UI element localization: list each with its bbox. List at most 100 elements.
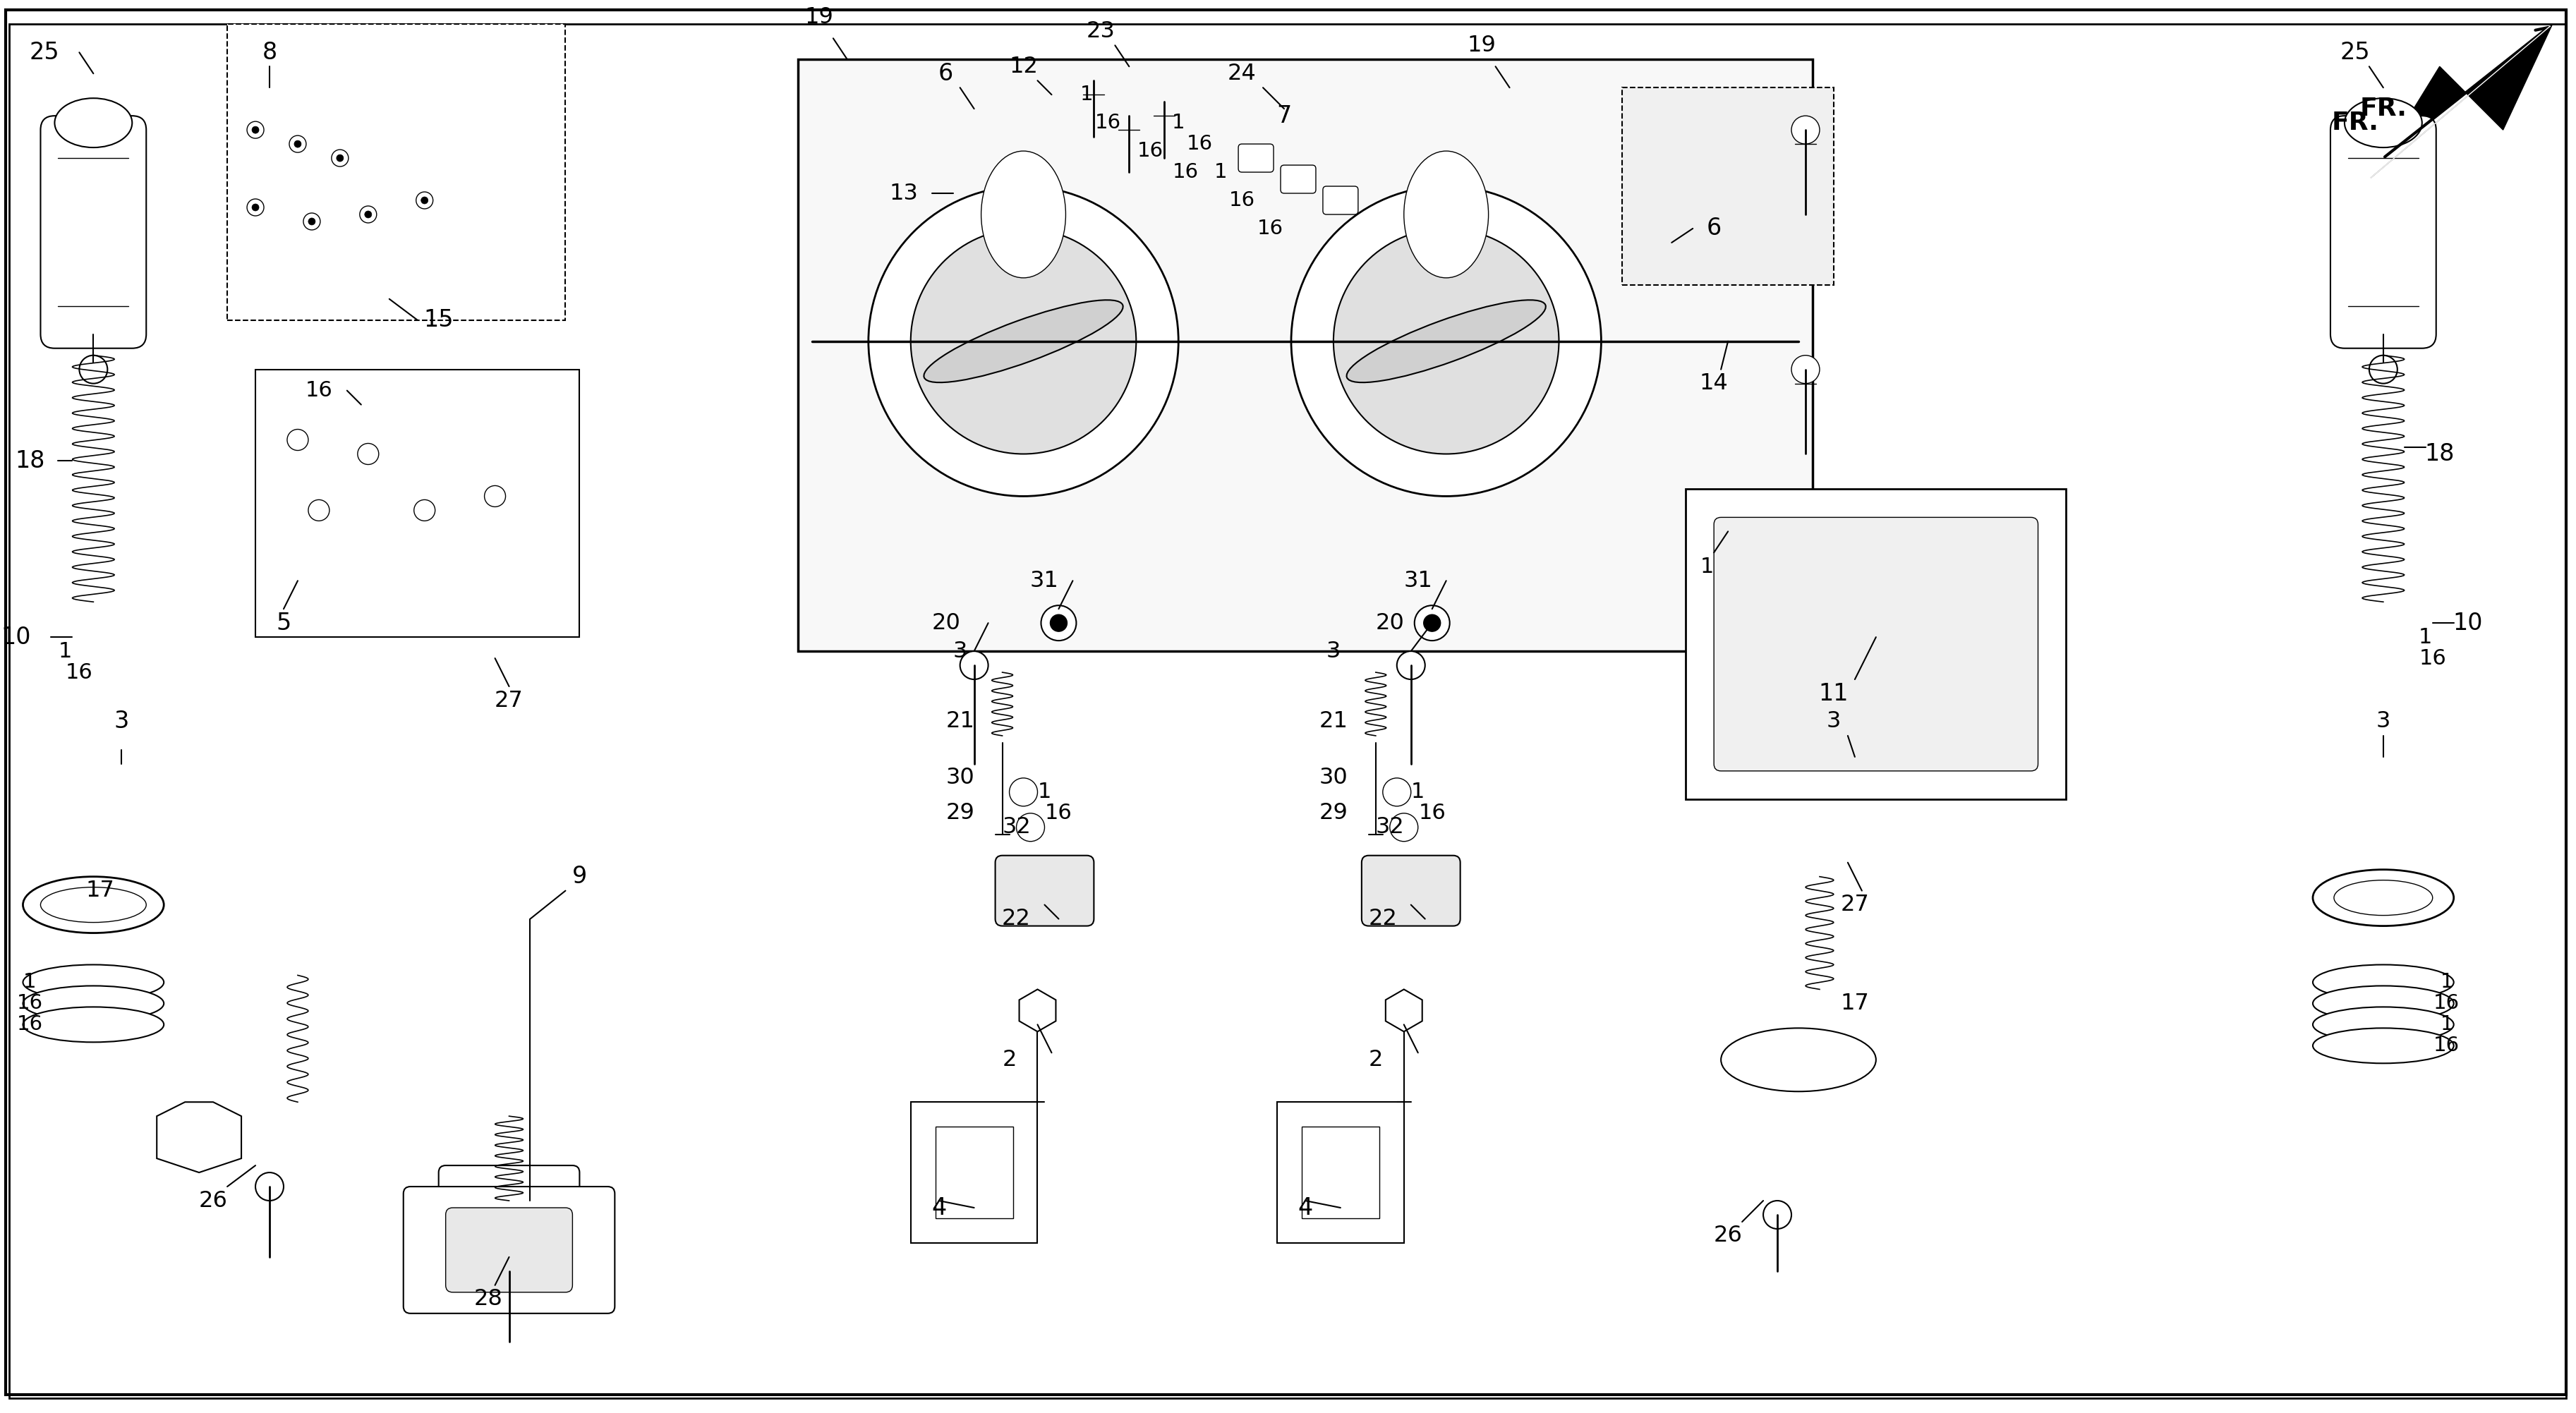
- Circle shape: [309, 218, 314, 225]
- FancyBboxPatch shape: [2331, 116, 2437, 348]
- Text: 1: 1: [2439, 1015, 2452, 1034]
- Text: 3: 3: [113, 709, 129, 733]
- Text: 16: 16: [1136, 141, 1164, 161]
- Text: 25: 25: [2339, 41, 2370, 64]
- Text: 23: 23: [1087, 20, 1115, 42]
- Ellipse shape: [2313, 986, 2455, 1022]
- Ellipse shape: [2313, 869, 2455, 926]
- Ellipse shape: [1404, 151, 1489, 278]
- FancyArrowPatch shape: [2370, 25, 2550, 178]
- FancyBboxPatch shape: [8, 24, 2566, 1397]
- Text: 16: 16: [1188, 134, 1213, 154]
- Text: 10: 10: [0, 626, 31, 649]
- Text: 6: 6: [938, 62, 953, 85]
- Text: 8: 8: [263, 41, 278, 64]
- Circle shape: [337, 154, 343, 161]
- Text: 5: 5: [276, 612, 291, 634]
- Text: 3: 3: [2375, 711, 2391, 732]
- Text: 3: 3: [1327, 640, 1340, 663]
- Circle shape: [1762, 1201, 1790, 1229]
- Text: 32: 32: [1376, 817, 1404, 838]
- Text: 18: 18: [15, 449, 44, 472]
- Circle shape: [1396, 651, 1425, 680]
- Circle shape: [1018, 814, 1043, 841]
- Circle shape: [252, 126, 260, 133]
- FancyBboxPatch shape: [1324, 187, 1358, 215]
- Circle shape: [1041, 605, 1077, 640]
- Circle shape: [1790, 116, 1819, 144]
- Text: 1: 1: [1412, 781, 1425, 803]
- Circle shape: [492, 1253, 526, 1289]
- Ellipse shape: [309, 500, 330, 521]
- Text: 16: 16: [1229, 191, 1255, 211]
- Circle shape: [80, 355, 108, 383]
- FancyBboxPatch shape: [227, 24, 567, 321]
- Text: 26: 26: [1713, 1225, 1741, 1246]
- Text: 16: 16: [1172, 162, 1198, 182]
- Text: 1: 1: [23, 972, 36, 992]
- Ellipse shape: [484, 486, 505, 507]
- Text: 16: 16: [1046, 803, 1072, 824]
- FancyBboxPatch shape: [255, 369, 580, 637]
- Text: 1: 1: [59, 642, 72, 661]
- Text: 17: 17: [85, 880, 116, 901]
- FancyBboxPatch shape: [1239, 144, 1273, 172]
- Circle shape: [961, 651, 989, 680]
- Text: 31: 31: [1030, 569, 1059, 592]
- Ellipse shape: [2334, 880, 2432, 916]
- Text: 7: 7: [1278, 105, 1291, 127]
- Circle shape: [417, 192, 433, 209]
- Circle shape: [868, 187, 1177, 496]
- Text: 4: 4: [933, 1195, 945, 1219]
- Circle shape: [247, 122, 263, 138]
- FancyBboxPatch shape: [41, 116, 147, 348]
- Ellipse shape: [23, 876, 165, 933]
- Text: 27: 27: [1839, 894, 1870, 916]
- Circle shape: [1010, 779, 1038, 807]
- Text: 28: 28: [474, 1289, 502, 1310]
- Text: 13: 13: [889, 182, 917, 205]
- FancyBboxPatch shape: [1280, 165, 1316, 194]
- Circle shape: [1790, 355, 1819, 383]
- Ellipse shape: [1347, 300, 1546, 383]
- Circle shape: [304, 213, 319, 230]
- Polygon shape: [157, 1102, 242, 1173]
- Text: 24: 24: [1229, 62, 1257, 85]
- Ellipse shape: [54, 97, 131, 147]
- Polygon shape: [2383, 24, 2553, 158]
- FancyBboxPatch shape: [799, 59, 1814, 651]
- FancyBboxPatch shape: [912, 1102, 1038, 1243]
- Text: 29: 29: [1319, 803, 1347, 824]
- Ellipse shape: [1721, 1029, 1875, 1091]
- FancyBboxPatch shape: [1713, 517, 2038, 771]
- Text: 6: 6: [1705, 216, 1721, 240]
- Circle shape: [1383, 779, 1412, 807]
- Circle shape: [332, 150, 348, 167]
- Text: FR.: FR.: [2331, 110, 2378, 134]
- FancyBboxPatch shape: [994, 855, 1095, 926]
- Ellipse shape: [2313, 1029, 2455, 1064]
- Ellipse shape: [981, 151, 1066, 278]
- Ellipse shape: [2344, 97, 2421, 147]
- Ellipse shape: [358, 444, 379, 465]
- FancyBboxPatch shape: [935, 1126, 1012, 1218]
- Text: 2: 2: [1002, 1048, 1018, 1071]
- Circle shape: [289, 136, 307, 153]
- Text: 20: 20: [933, 612, 961, 634]
- FancyBboxPatch shape: [438, 1166, 580, 1236]
- Text: 26: 26: [198, 1190, 227, 1211]
- Text: 15: 15: [422, 308, 453, 332]
- Text: 3: 3: [953, 640, 966, 663]
- Text: 1: 1: [2439, 972, 2452, 992]
- Circle shape: [361, 206, 376, 223]
- Text: 16: 16: [2434, 1036, 2460, 1056]
- Text: 19: 19: [1466, 34, 1497, 57]
- Circle shape: [255, 1173, 283, 1201]
- Text: 16: 16: [1257, 219, 1283, 239]
- Text: 16: 16: [2434, 993, 2460, 1013]
- Text: 9: 9: [572, 865, 587, 889]
- Text: 12: 12: [1010, 55, 1038, 78]
- Text: 10: 10: [2452, 612, 2483, 634]
- Ellipse shape: [23, 965, 165, 1000]
- FancyBboxPatch shape: [1278, 1102, 1404, 1243]
